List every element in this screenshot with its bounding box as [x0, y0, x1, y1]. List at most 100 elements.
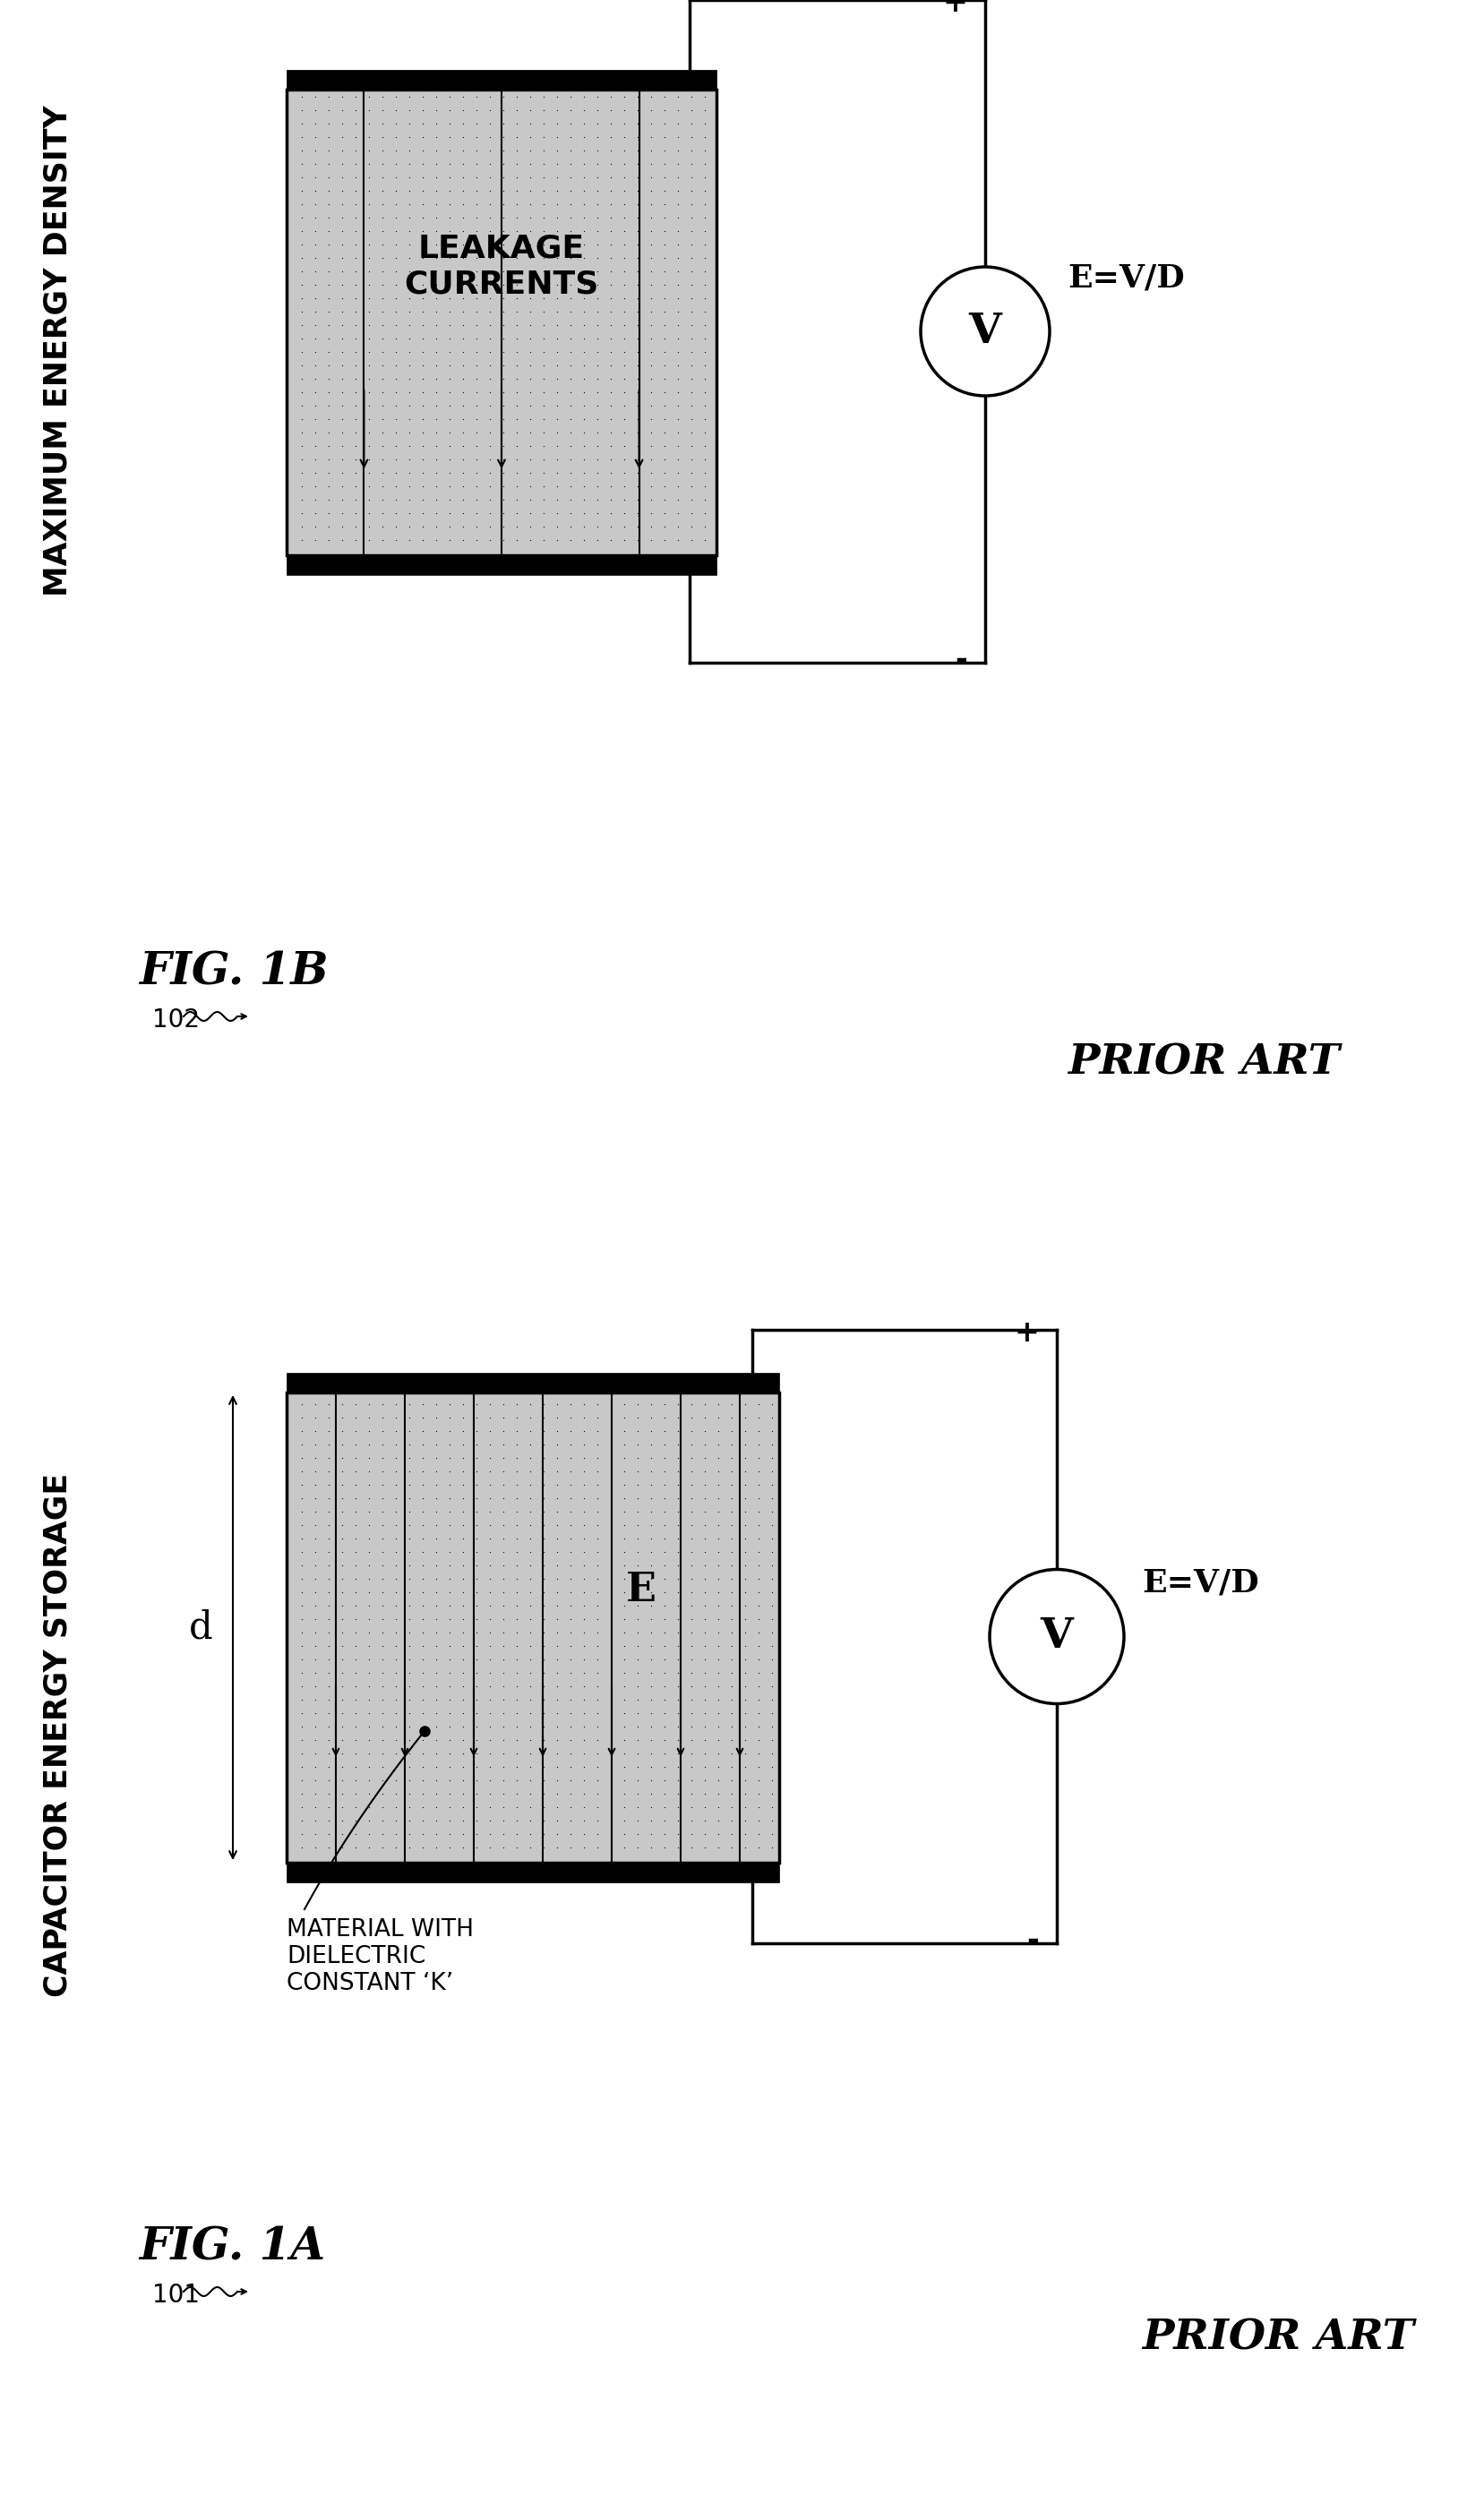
Point: [398, 1560, 421, 1600]
Point: [478, 76, 502, 116]
Point: [598, 1625, 622, 1666]
Point: [653, 413, 677, 454]
Point: [760, 1411, 784, 1452]
Point: [571, 1613, 595, 1653]
Point: [571, 1399, 595, 1439]
Point: [638, 1613, 662, 1653]
Point: [706, 1600, 730, 1641]
Point: [666, 1625, 690, 1666]
Point: [424, 1787, 448, 1827]
Point: [464, 398, 488, 438]
Point: [571, 1424, 595, 1464]
Point: [343, 1545, 367, 1585]
Point: [329, 454, 353, 494]
Point: [491, 1572, 515, 1613]
Point: [411, 1504, 435, 1545]
Point: [451, 1734, 475, 1774]
Point: [598, 1585, 622, 1625]
Point: [464, 454, 488, 494]
Point: [438, 1759, 462, 1799]
Point: [545, 1799, 568, 1840]
Point: [585, 1560, 608, 1600]
Point: [371, 1504, 395, 1545]
Point: [303, 1625, 326, 1666]
Point: [693, 265, 717, 305]
Point: [571, 398, 595, 438]
Point: [733, 1638, 757, 1678]
Point: [438, 1439, 462, 1479]
Point: [625, 277, 649, 318]
Point: [680, 76, 703, 116]
Point: [491, 1666, 515, 1706]
Point: [638, 1464, 662, 1504]
Point: [693, 1492, 717, 1532]
Point: [491, 1678, 515, 1719]
Point: [706, 1625, 730, 1666]
Point: [611, 1572, 635, 1613]
Point: [491, 358, 515, 398]
Point: [411, 224, 435, 265]
Point: [491, 1532, 515, 1572]
Point: [598, 1520, 622, 1560]
Point: [289, 466, 313, 507]
Point: [316, 1625, 340, 1666]
Point: [505, 277, 528, 318]
Point: [638, 1799, 662, 1840]
Point: [356, 318, 380, 358]
Point: [693, 1532, 717, 1572]
Point: [611, 494, 635, 534]
Point: [638, 292, 662, 333]
Point: [478, 1638, 502, 1678]
Point: [505, 1693, 528, 1734]
Point: [638, 116, 662, 156]
Point: [518, 1787, 542, 1827]
Point: [666, 277, 690, 318]
Point: [424, 103, 448, 144]
Point: [531, 1532, 555, 1572]
Point: [398, 1545, 421, 1585]
Point: [693, 1638, 717, 1678]
Point: [464, 333, 488, 373]
Point: [518, 333, 542, 373]
Point: [558, 1734, 582, 1774]
Point: [571, 305, 595, 345]
Point: [638, 1600, 662, 1641]
Point: [329, 1520, 353, 1560]
Point: [505, 1613, 528, 1653]
Point: [666, 398, 690, 438]
Point: [356, 1383, 380, 1424]
Point: [706, 1439, 730, 1479]
Point: [438, 1734, 462, 1774]
Point: [571, 237, 595, 277]
Point: [558, 237, 582, 277]
Point: [464, 519, 488, 559]
Point: [491, 1638, 515, 1678]
Point: [653, 479, 677, 519]
Point: [424, 1399, 448, 1439]
Point: [693, 1625, 717, 1666]
Point: [653, 184, 677, 224]
Point: [289, 1666, 313, 1706]
Point: [303, 171, 326, 212]
Point: [638, 252, 662, 292]
Point: [438, 265, 462, 305]
Point: [371, 184, 395, 224]
Point: [693, 1814, 717, 1855]
Point: [518, 1638, 542, 1678]
Point: [505, 1827, 528, 1867]
Point: [356, 1678, 380, 1719]
Point: [666, 373, 690, 413]
Point: [531, 1774, 555, 1814]
Point: [706, 1653, 730, 1693]
Point: [518, 1545, 542, 1585]
Point: [653, 1479, 677, 1520]
Point: [680, 1504, 703, 1545]
Point: [666, 519, 690, 559]
Point: [653, 252, 677, 292]
Point: [625, 386, 649, 426]
Point: [303, 103, 326, 144]
Point: [371, 1638, 395, 1678]
Point: [356, 1572, 380, 1613]
Point: [706, 1492, 730, 1532]
Point: [558, 1678, 582, 1719]
